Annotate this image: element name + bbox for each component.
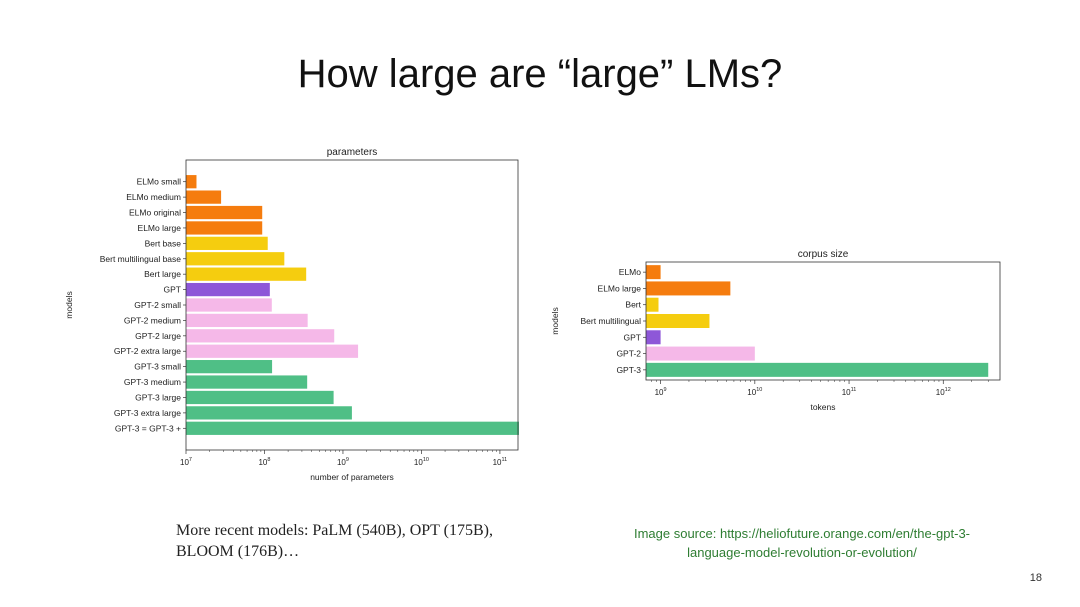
x-tick-label: 1010 (747, 387, 762, 397)
bar (646, 265, 661, 280)
category-label: GPT-3 extra large (114, 408, 181, 418)
category-label: GPT-2 medium (124, 315, 181, 325)
bar (186, 190, 222, 204)
plot-frame (185, 159, 519, 451)
bar (186, 313, 308, 328)
x-tick-label: 1011 (842, 387, 857, 397)
bar (186, 298, 272, 312)
bar (646, 346, 755, 361)
bar (646, 281, 731, 296)
recent-models-note: More recent models: PaLM (540B), OPT (17… (176, 522, 493, 560)
bar (186, 421, 519, 435)
bar (186, 252, 285, 266)
bar (186, 205, 263, 220)
category-label: GPT-3 small (134, 362, 181, 372)
category-label: ELMo medium (126, 192, 181, 202)
bar (186, 390, 334, 405)
category-label: Bert multilingual (581, 316, 642, 326)
category-label: GPT-3 (616, 365, 641, 375)
page-number: 18 (1029, 572, 1042, 584)
category-label: ELMo original (129, 208, 181, 218)
bar (186, 282, 270, 297)
x-tick-label: 107 (180, 457, 192, 467)
x-tick-label: 108 (258, 457, 270, 467)
bar (186, 175, 197, 189)
category-label: ELMo (619, 267, 641, 277)
image-source-note: Image source: https://heliofuture.orange… (633, 526, 971, 560)
x-tick-label: 1010 (414, 457, 429, 467)
y-axis-label: models (64, 291, 74, 318)
bar (186, 267, 307, 281)
category-label: Bert large (144, 269, 181, 279)
category-label: Bert base (145, 238, 182, 248)
bar (186, 221, 263, 235)
bar (646, 297, 659, 312)
category-label: GPT-2 (616, 349, 641, 359)
x-tick-label: 109 (655, 387, 667, 397)
parameters-chart: parameters ELMo small ELMo medium ELMo orig… (64, 147, 519, 482)
category-label: GPT-3 = GPT-3 + (115, 423, 181, 433)
category-label: ELMo large (138, 223, 182, 233)
bar (186, 329, 335, 343)
category-label: ELMo small (137, 177, 182, 187)
bar (646, 362, 989, 377)
bar (646, 313, 710, 329)
chart-title: corpus size (798, 249, 849, 260)
bar (186, 375, 308, 389)
plot-frame (645, 261, 1001, 381)
category-label: ELMo large (598, 283, 642, 293)
chart-title: parameters (327, 147, 378, 158)
x-tick-label: 109 (337, 457, 349, 467)
x-tick-label: 1011 (493, 457, 508, 467)
x-axis-label: number of parameters (310, 472, 394, 482)
slide-title: How large are “large” LMs? (297, 52, 783, 96)
bar (186, 406, 352, 420)
y-axis-label: models (550, 307, 560, 334)
bar (186, 236, 268, 250)
category-label: GPT (624, 332, 641, 342)
category-label: GPT-2 large (135, 331, 181, 341)
category-label: GPT-2 extra large (114, 346, 181, 356)
x-axis-label: tokens (810, 402, 835, 412)
category-label: GPT-2 small (134, 300, 181, 310)
x-tick-label: 1012 (936, 387, 951, 397)
category-label: Bert (625, 300, 641, 310)
corpus-size-chart: corpus size ELMo ELMo large Bert Bert multil… (550, 249, 1001, 412)
bar (646, 330, 661, 345)
category-label: GPT-3 large (135, 392, 181, 402)
bar (186, 344, 359, 358)
category-label: GPT-3 medium (124, 377, 181, 387)
category-label: Bert multilingual base (100, 254, 182, 264)
bar (186, 360, 273, 374)
category-label: GPT (164, 285, 181, 295)
